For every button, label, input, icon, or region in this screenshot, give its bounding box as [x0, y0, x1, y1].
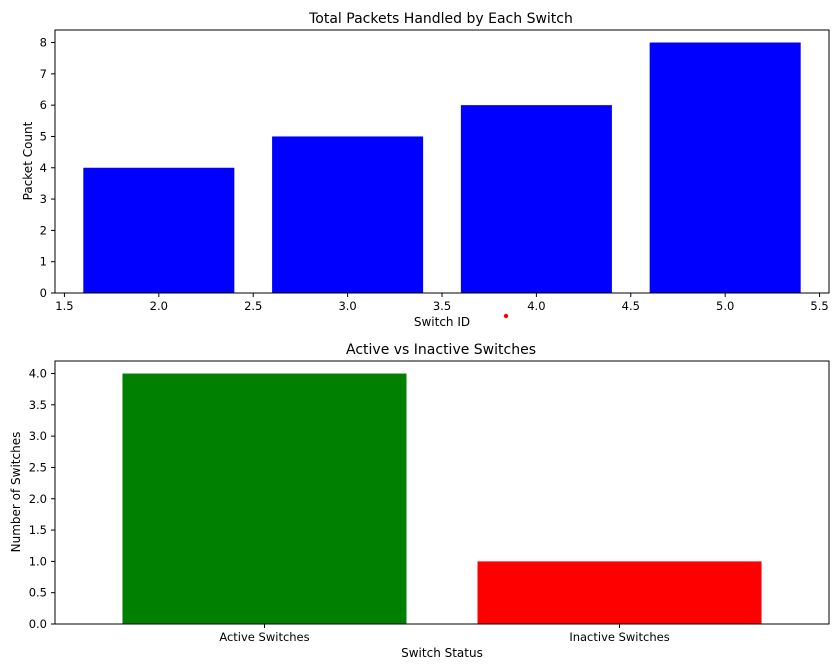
x-tick-label: 3.5 — [433, 299, 451, 313]
x-axis-label: Switch ID — [414, 315, 470, 329]
y-tick-label: 2 — [40, 223, 47, 237]
y-tick-label: 0.5 — [29, 586, 47, 600]
bar — [649, 42, 801, 294]
x-tick-label: 1.5 — [55, 299, 73, 313]
bar — [477, 561, 762, 624]
y-tick-label: 4 — [40, 161, 47, 175]
bar — [272, 136, 424, 293]
marker-dot — [503, 313, 509, 319]
chart-title: Total Packets Handled by Each Switch — [308, 11, 573, 27]
bar-group — [83, 42, 801, 294]
x-tick-label: 5.0 — [716, 299, 734, 313]
y-axis-label: Number of Switches — [9, 432, 23, 553]
y-tick-label: 0.0 — [29, 617, 47, 631]
y-tick-label: 1.0 — [29, 554, 47, 568]
y-tick-label: 2.0 — [29, 492, 47, 506]
bar-group — [122, 373, 762, 624]
y-axis-label: Packet Count — [21, 121, 35, 200]
y-tick-label: 3 — [40, 192, 47, 206]
x-tick-label: Inactive Switches — [569, 630, 669, 644]
x-tick-label: 5.5 — [810, 299, 828, 313]
y-axis-ticks: 0 1 2 3 4 5 6 7 8 — [40, 36, 55, 300]
bar — [83, 167, 235, 293]
bar — [122, 373, 407, 624]
x-axis-ticks: Active Switches Inactive Switches — [219, 624, 670, 644]
y-tick-label: 1.5 — [29, 523, 47, 537]
x-tick-label: 4.5 — [622, 299, 640, 313]
y-tick-label: 1 — [40, 255, 47, 269]
x-tick-label: 2.0 — [150, 299, 168, 313]
bar — [460, 105, 612, 294]
y-tick-label: 8 — [40, 36, 47, 50]
y-tick-label: 6 — [40, 98, 47, 112]
chart-title: Active vs Inactive Switches — [346, 342, 536, 358]
y-tick-label: 0 — [40, 286, 47, 300]
x-tick-label: Active Switches — [219, 630, 309, 644]
x-tick-label: 2.5 — [244, 299, 262, 313]
y-tick-label: 3.5 — [29, 398, 47, 412]
y-axis-ticks: 0.0 0.5 1.0 1.5 2.0 2.5 3.0 3.5 4.0 — [29, 367, 55, 631]
x-tick-label: 3.0 — [338, 299, 356, 313]
plot-frame — [54, 360, 830, 625]
packets-chart: Total Packets Handled by Each Switch 1.5… — [21, 11, 830, 329]
x-tick-label: 4.0 — [527, 299, 545, 313]
status-chart: Active vs Inactive Switches Active Switc… — [9, 342, 830, 660]
y-tick-label: 3.0 — [29, 429, 47, 443]
y-tick-label: 2.5 — [29, 460, 47, 474]
x-axis-label: Switch Status — [401, 646, 483, 660]
y-tick-label: 7 — [40, 67, 47, 81]
x-axis-ticks: 1.5 2.0 2.5 3.0 3.5 4.0 4.5 5.0 5.5 — [55, 293, 829, 313]
y-tick-label: 4.0 — [29, 367, 47, 381]
y-tick-label: 5 — [40, 129, 47, 143]
